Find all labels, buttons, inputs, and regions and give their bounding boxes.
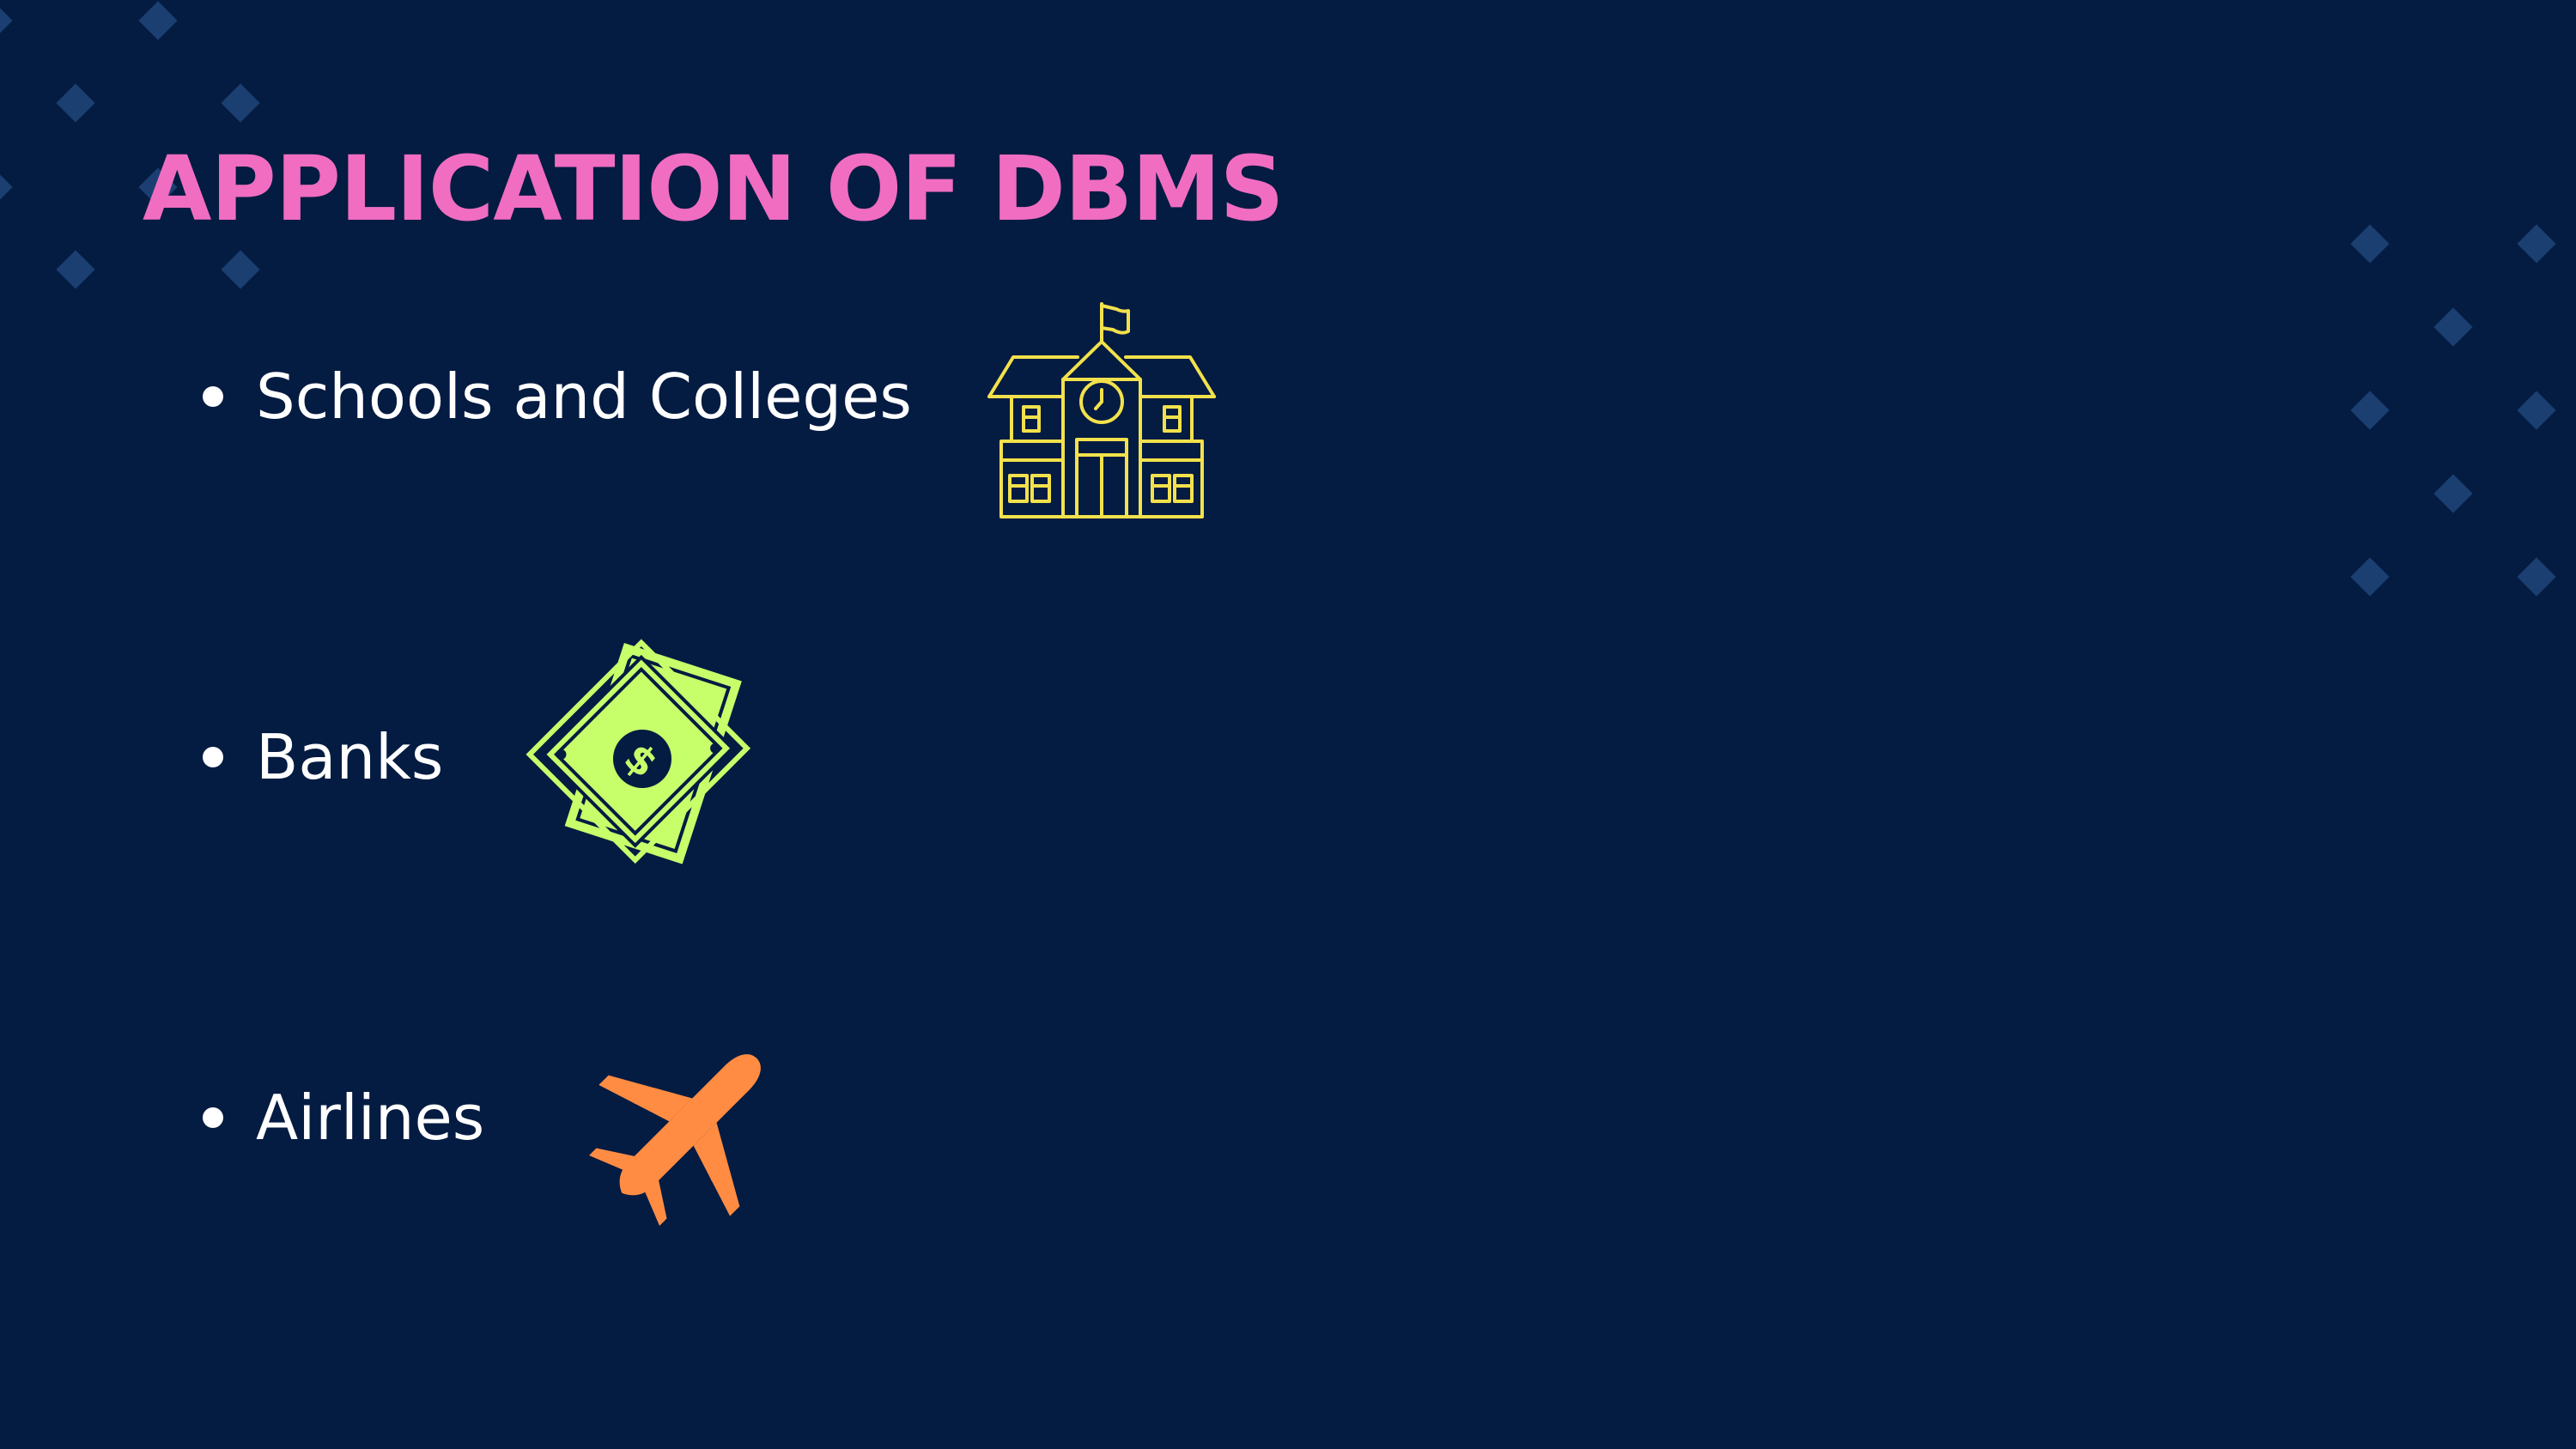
slide-title: APPLICATION OF DBMS [143, 136, 1285, 241]
decorative-diamond [0, 1, 13, 40]
decorative-diamond [221, 250, 260, 289]
decorative-diamond [2350, 391, 2390, 430]
bullet-label: Schools and Colleges [256, 361, 912, 433]
airplane-icon [589, 1054, 761, 1226]
decorative-diamond [2350, 224, 2390, 264]
bullet-label: Airlines [256, 1082, 485, 1154]
school-building-icon [987, 302, 1216, 518]
decorative-diamond [2433, 474, 2473, 513]
decorative-diamond [138, 1, 178, 40]
decorative-diamond [2350, 557, 2390, 597]
decorative-diamond [0, 167, 13, 207]
bullet-dot [203, 386, 223, 407]
decorative-diamond [56, 83, 95, 123]
decorative-diamond [2517, 224, 2556, 264]
bullet-dot [203, 1107, 223, 1128]
bullet-dot [203, 747, 223, 767]
decorative-diamond [2517, 391, 2556, 430]
decorative-diamond [221, 83, 260, 123]
money-bills-icon: $ [526, 639, 751, 864]
decorative-diamond [56, 250, 95, 289]
bullet-label: Banks [256, 721, 444, 793]
decorative-diamond [2517, 557, 2556, 597]
decorative-diamond [2433, 307, 2473, 347]
